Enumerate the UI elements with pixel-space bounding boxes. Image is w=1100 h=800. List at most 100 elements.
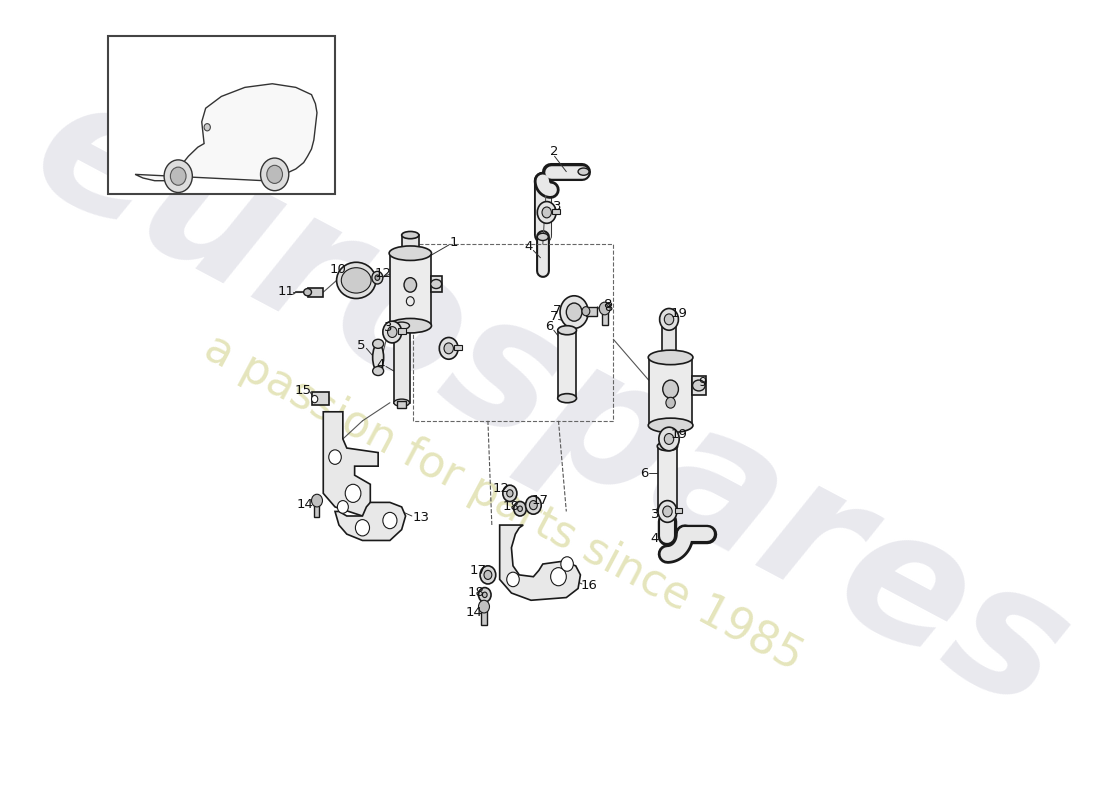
Circle shape: [205, 124, 210, 131]
Ellipse shape: [337, 262, 376, 298]
Circle shape: [404, 278, 417, 292]
Bar: [308, 288, 323, 297]
Text: 17: 17: [470, 564, 487, 577]
Bar: [431, 276, 442, 292]
Text: 13: 13: [412, 511, 430, 524]
Bar: [586, 306, 597, 316]
Ellipse shape: [373, 344, 384, 371]
Circle shape: [659, 427, 679, 450]
Circle shape: [164, 160, 192, 193]
Circle shape: [561, 557, 573, 571]
Bar: [402, 235, 419, 255]
Circle shape: [383, 321, 402, 343]
Bar: [692, 375, 706, 395]
Text: 16: 16: [581, 579, 597, 592]
Circle shape: [662, 506, 672, 517]
Bar: [552, 209, 560, 214]
Ellipse shape: [389, 246, 431, 261]
Ellipse shape: [304, 289, 311, 296]
Bar: [314, 501, 319, 517]
Text: eurospares: eurospares: [6, 57, 1096, 748]
Circle shape: [267, 166, 283, 183]
Bar: [108, 36, 336, 194]
Circle shape: [560, 296, 588, 329]
Circle shape: [600, 302, 610, 315]
Circle shape: [660, 309, 679, 330]
Circle shape: [311, 395, 318, 402]
Circle shape: [478, 600, 490, 613]
Ellipse shape: [648, 418, 693, 433]
Circle shape: [311, 494, 322, 507]
Circle shape: [582, 306, 590, 316]
Ellipse shape: [389, 318, 431, 333]
Circle shape: [658, 501, 676, 522]
Text: 4: 4: [651, 532, 659, 545]
Circle shape: [338, 501, 349, 514]
Ellipse shape: [658, 505, 678, 514]
Text: 4: 4: [525, 240, 532, 254]
Text: 7: 7: [550, 310, 558, 323]
Circle shape: [439, 338, 458, 359]
Text: 1: 1: [449, 236, 458, 249]
Bar: [397, 401, 406, 408]
Circle shape: [355, 520, 370, 536]
Text: 14: 14: [465, 606, 482, 618]
Ellipse shape: [394, 322, 409, 330]
Circle shape: [664, 434, 673, 445]
Text: 12: 12: [493, 482, 509, 495]
Polygon shape: [336, 502, 406, 541]
Circle shape: [261, 158, 289, 190]
Ellipse shape: [658, 442, 678, 450]
Text: 12: 12: [374, 266, 392, 280]
Bar: [649, 358, 692, 426]
Ellipse shape: [341, 268, 371, 293]
Circle shape: [664, 314, 673, 325]
Text: 5: 5: [356, 339, 365, 352]
Circle shape: [566, 303, 582, 321]
Ellipse shape: [537, 234, 548, 241]
Circle shape: [375, 275, 379, 280]
Circle shape: [372, 271, 383, 284]
Text: 3: 3: [384, 321, 393, 334]
Text: 11: 11: [277, 285, 294, 298]
Text: 3: 3: [552, 201, 561, 214]
Text: 2: 2: [550, 146, 559, 158]
Bar: [311, 392, 329, 406]
Bar: [559, 330, 575, 398]
Text: 19: 19: [671, 307, 688, 321]
Circle shape: [662, 380, 679, 398]
Text: 8: 8: [603, 298, 612, 311]
Text: 7: 7: [552, 304, 561, 317]
Text: 3: 3: [651, 508, 659, 521]
Circle shape: [345, 484, 361, 502]
Ellipse shape: [648, 350, 693, 365]
Bar: [394, 326, 409, 402]
Circle shape: [537, 202, 557, 223]
Text: 17: 17: [532, 494, 549, 507]
Ellipse shape: [693, 380, 705, 391]
Bar: [658, 446, 676, 510]
Circle shape: [666, 398, 675, 408]
Bar: [454, 345, 462, 350]
Circle shape: [480, 566, 496, 584]
Ellipse shape: [661, 318, 676, 325]
Circle shape: [518, 506, 522, 511]
Circle shape: [507, 572, 519, 586]
Circle shape: [526, 496, 541, 514]
Bar: [389, 254, 431, 326]
Circle shape: [329, 450, 341, 464]
Text: 8: 8: [604, 301, 612, 314]
Ellipse shape: [558, 326, 576, 334]
Text: 18: 18: [468, 586, 485, 598]
Circle shape: [542, 207, 551, 218]
Polygon shape: [499, 525, 581, 600]
Bar: [662, 321, 676, 359]
Polygon shape: [135, 84, 317, 181]
Text: 19: 19: [671, 428, 688, 441]
Ellipse shape: [402, 231, 419, 238]
Bar: [674, 508, 682, 514]
Circle shape: [170, 167, 186, 186]
Polygon shape: [323, 412, 378, 516]
Ellipse shape: [373, 366, 384, 375]
Text: 9: 9: [698, 376, 707, 390]
